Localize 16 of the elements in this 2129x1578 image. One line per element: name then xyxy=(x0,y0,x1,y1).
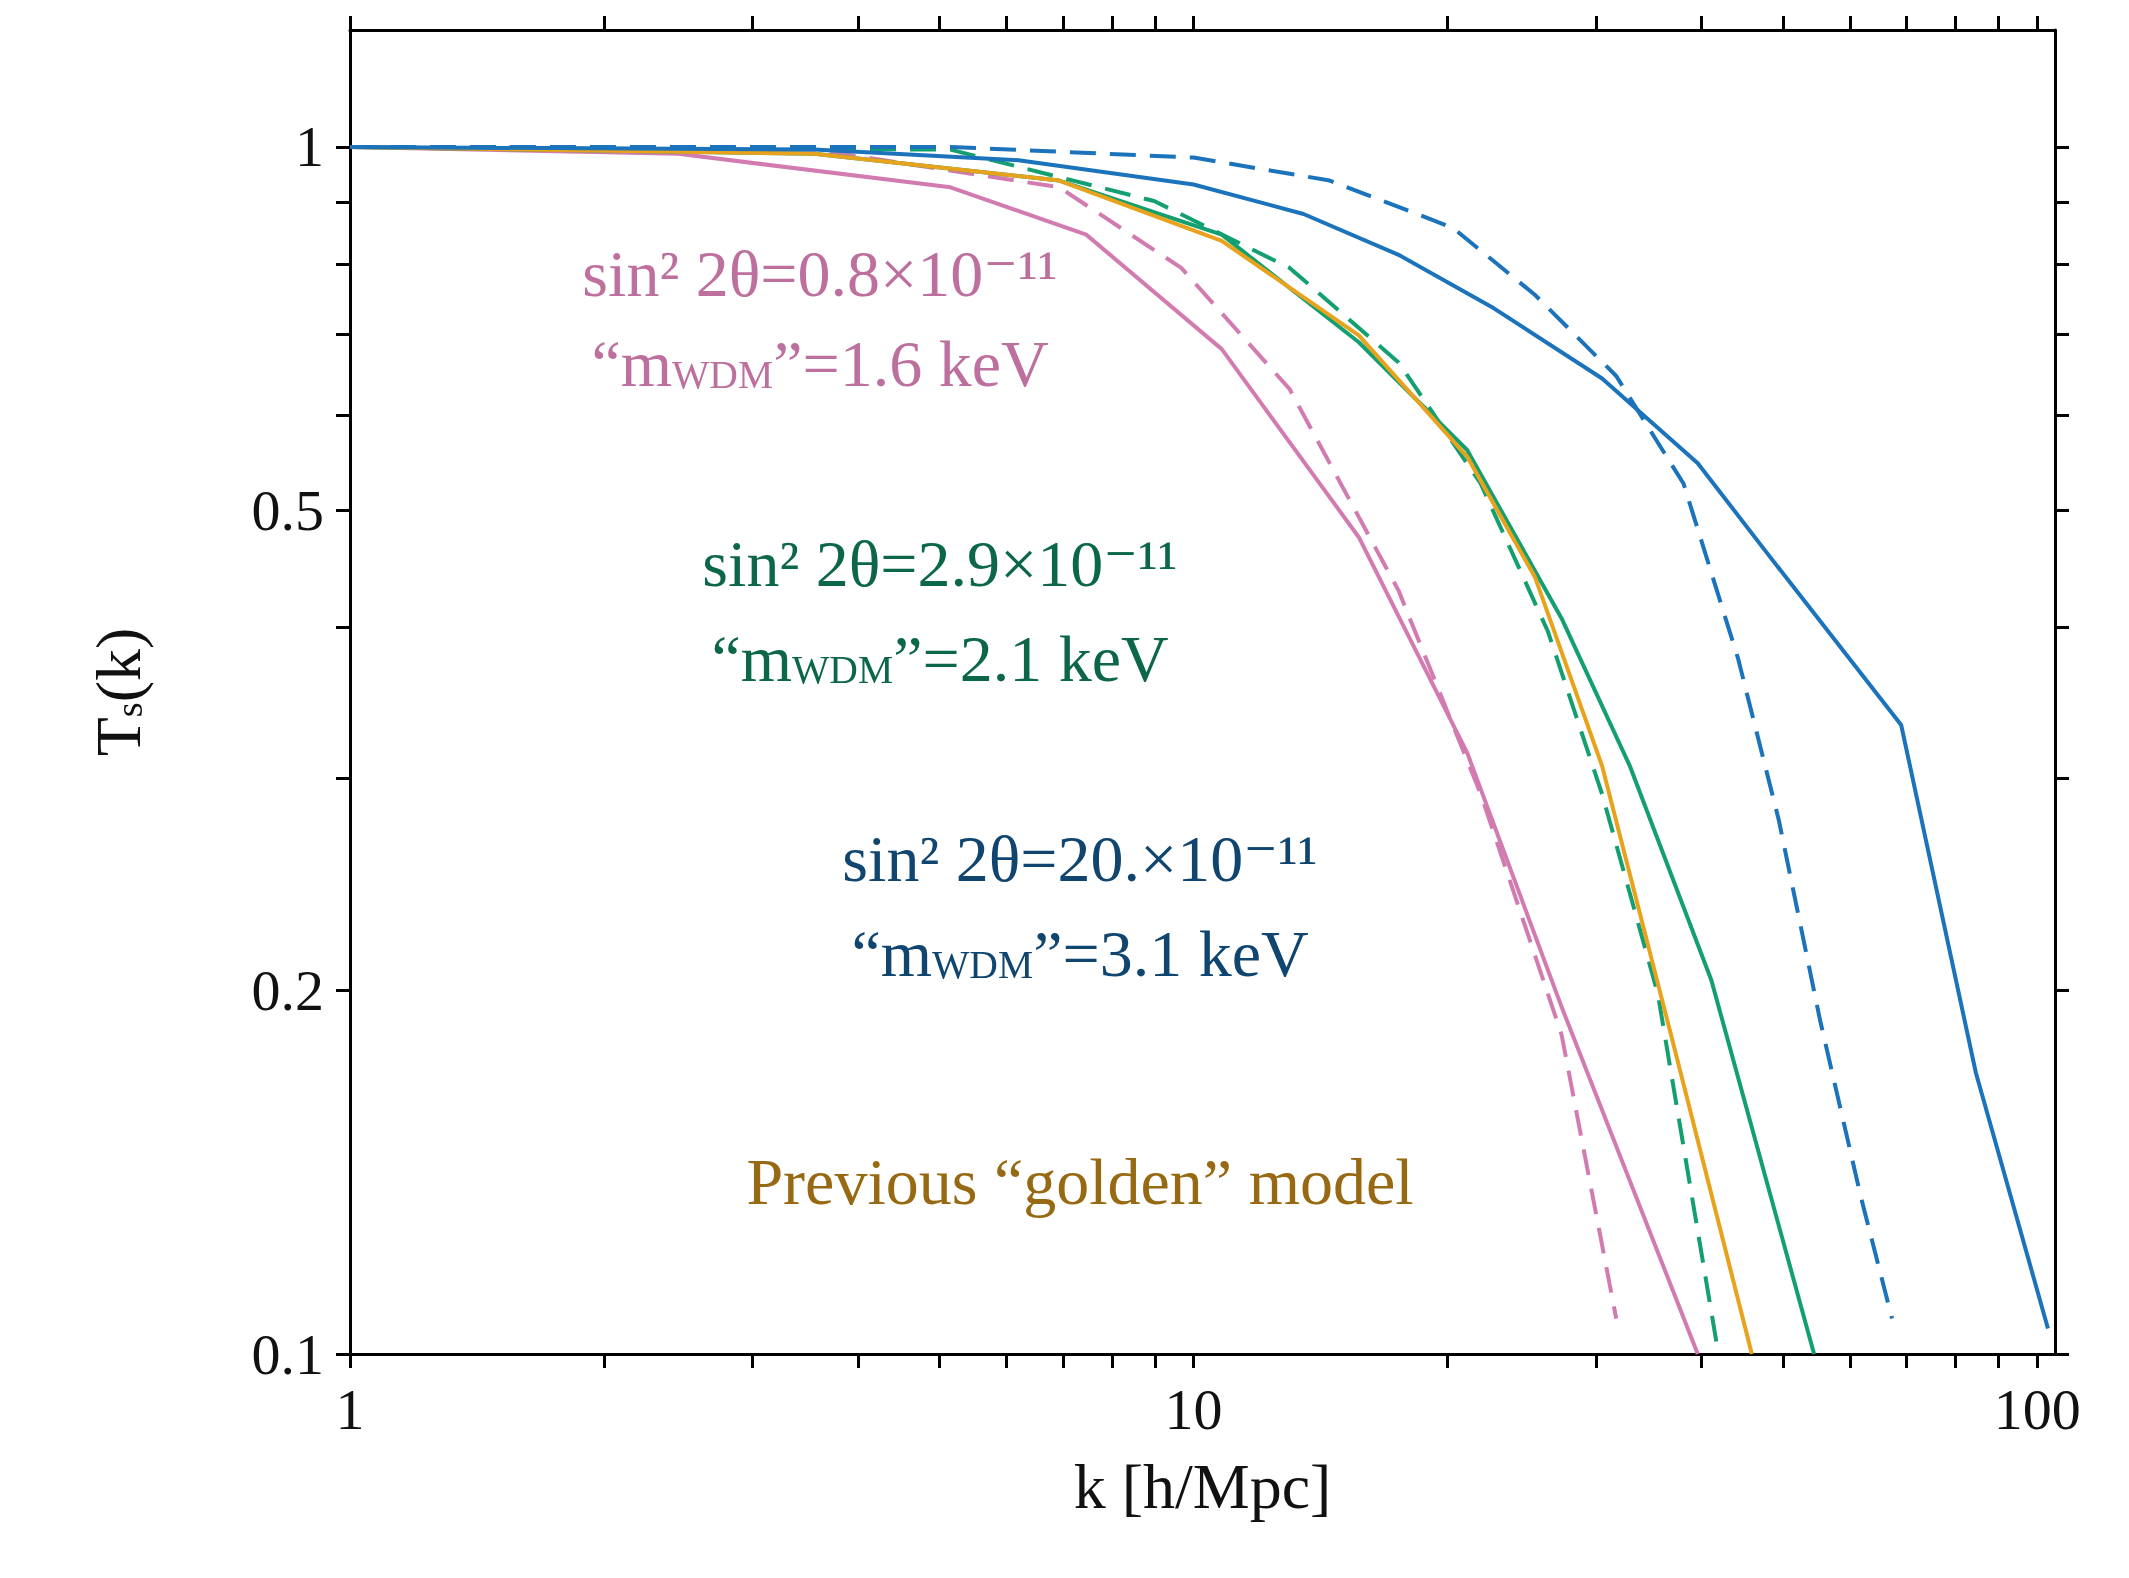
y-tick-label: 0.2 xyxy=(251,958,324,1024)
annotation: “mWDM”=3.1 keV xyxy=(851,916,1309,990)
annotation: sin² 2θ=20.×10⁻¹¹ xyxy=(842,821,1318,895)
annotation: “mWDM”=1.6 keV xyxy=(591,326,1049,400)
y-tick-label: 0.5 xyxy=(251,477,324,543)
annotation: sin² 2θ=2.9×10⁻¹¹ xyxy=(702,526,1178,600)
x-tick-label: 100 xyxy=(1993,1376,2081,1442)
annotation: “mWDM”=2.1 keV xyxy=(711,621,1169,695)
annotation: sin² 2θ=0.8×10⁻¹¹ xyxy=(582,236,1058,310)
x-tick-label: 1 xyxy=(335,1376,365,1442)
annotation: Previous “golden” model xyxy=(746,1144,1414,1218)
x-tick-label: 10 xyxy=(1164,1376,1223,1442)
x-axis-title: k [h/Mpc] xyxy=(1073,1450,1332,1522)
y-axis-title: Ts(k) xyxy=(82,627,154,757)
y-tick-label: 1 xyxy=(295,114,324,180)
y-tick-label: 0.1 xyxy=(251,1321,324,1387)
